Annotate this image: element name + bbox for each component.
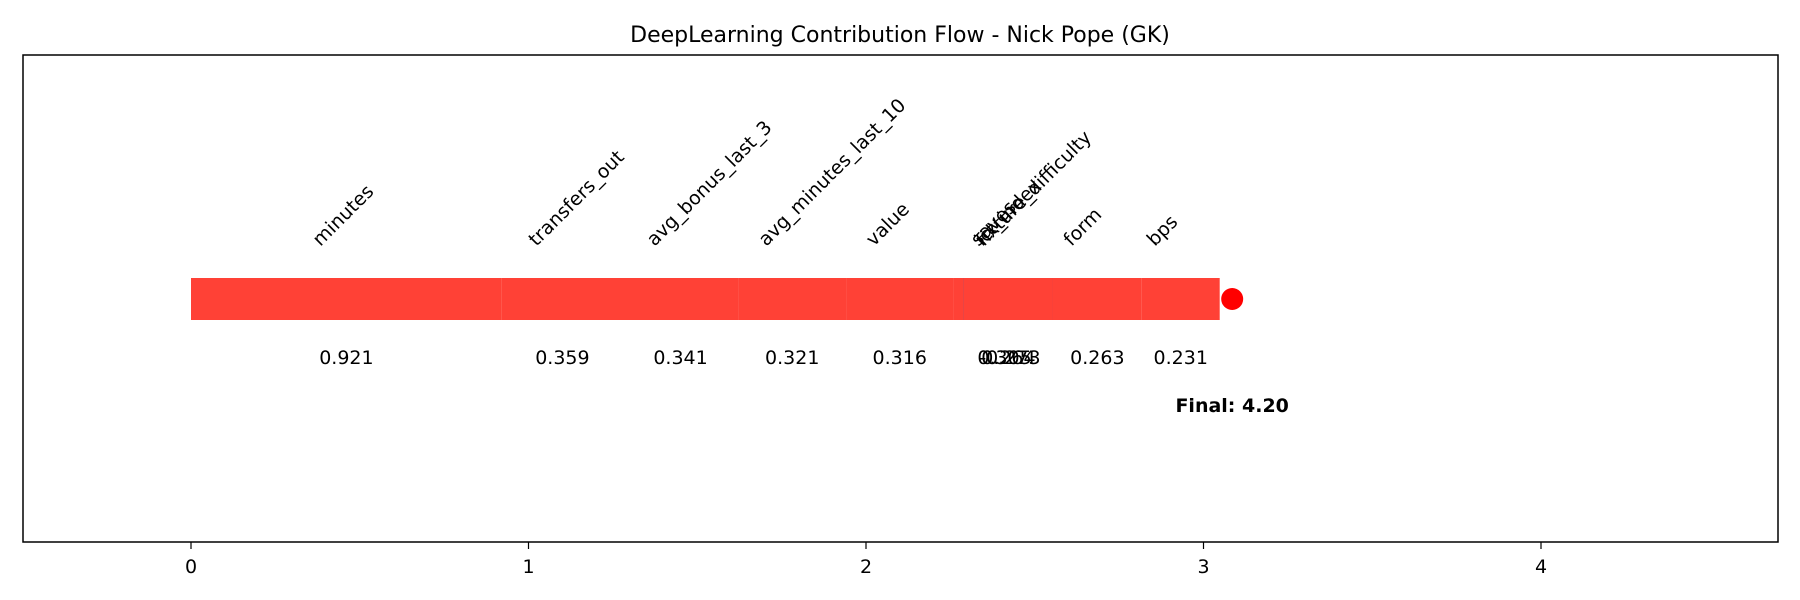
plot-frame	[22, 54, 1779, 543]
feature-label: avg_bonus_last_3	[643, 117, 777, 251]
segment-bar-bps	[1141, 278, 1220, 320]
feature-labels: minutes transfers_out avg_bonus_last_3avg_…	[308, 94, 1182, 250]
x-axis: 0 1 2 3 4	[185, 542, 1547, 578]
feature-label: minutes	[308, 181, 378, 251]
value-label: 0.316	[873, 347, 927, 369]
x-tick-label: 4	[1535, 556, 1547, 578]
value-label: 0.231	[1154, 347, 1208, 369]
feature-label: form	[1059, 204, 1106, 251]
segment-bar-transfers-out	[501, 278, 623, 320]
x-tick-label: 3	[1197, 556, 1209, 578]
feature-label: value	[862, 198, 914, 250]
feature-label: transfers_out	[524, 146, 628, 250]
value-labels: 0.921 0.359 0.341 0.321 0.316 0.305-0.2730.26…	[319, 347, 1208, 369]
value-label: 0.321	[765, 347, 819, 369]
contribution-segments	[191, 278, 1220, 320]
value-label: 0.264	[981, 347, 1035, 369]
value-label: -0.273	[979, 347, 1040, 369]
segment-bar-avg-minutes-last-10	[738, 278, 847, 320]
chart-title: DeepLearning Contribution Flow - Nick Po…	[630, 23, 1170, 48]
x-tick-label: 0	[185, 556, 197, 578]
value-label: 0.359	[535, 347, 589, 369]
x-tick-label: 2	[860, 556, 872, 578]
value-label: 0.263	[1070, 347, 1124, 369]
value-label: 0.305	[977, 347, 1031, 369]
segment-bar-minutes	[191, 278, 502, 320]
x-tick-label: 1	[522, 556, 534, 578]
final-point-marker	[1221, 288, 1244, 310]
value-label: 0.341	[653, 347, 707, 369]
segment-bar-avg-bonus-last-3	[623, 278, 739, 320]
segment-bar-value	[846, 278, 954, 320]
feature-label: bps	[1143, 211, 1183, 251]
feature-label: ict_index	[970, 175, 1045, 250]
final-score-label: Final: 4.20	[1175, 395, 1288, 417]
value-label: 0.921	[319, 347, 373, 369]
segment-bar-form	[1052, 278, 1142, 320]
segment-bar-ict-index	[963, 278, 1053, 320]
